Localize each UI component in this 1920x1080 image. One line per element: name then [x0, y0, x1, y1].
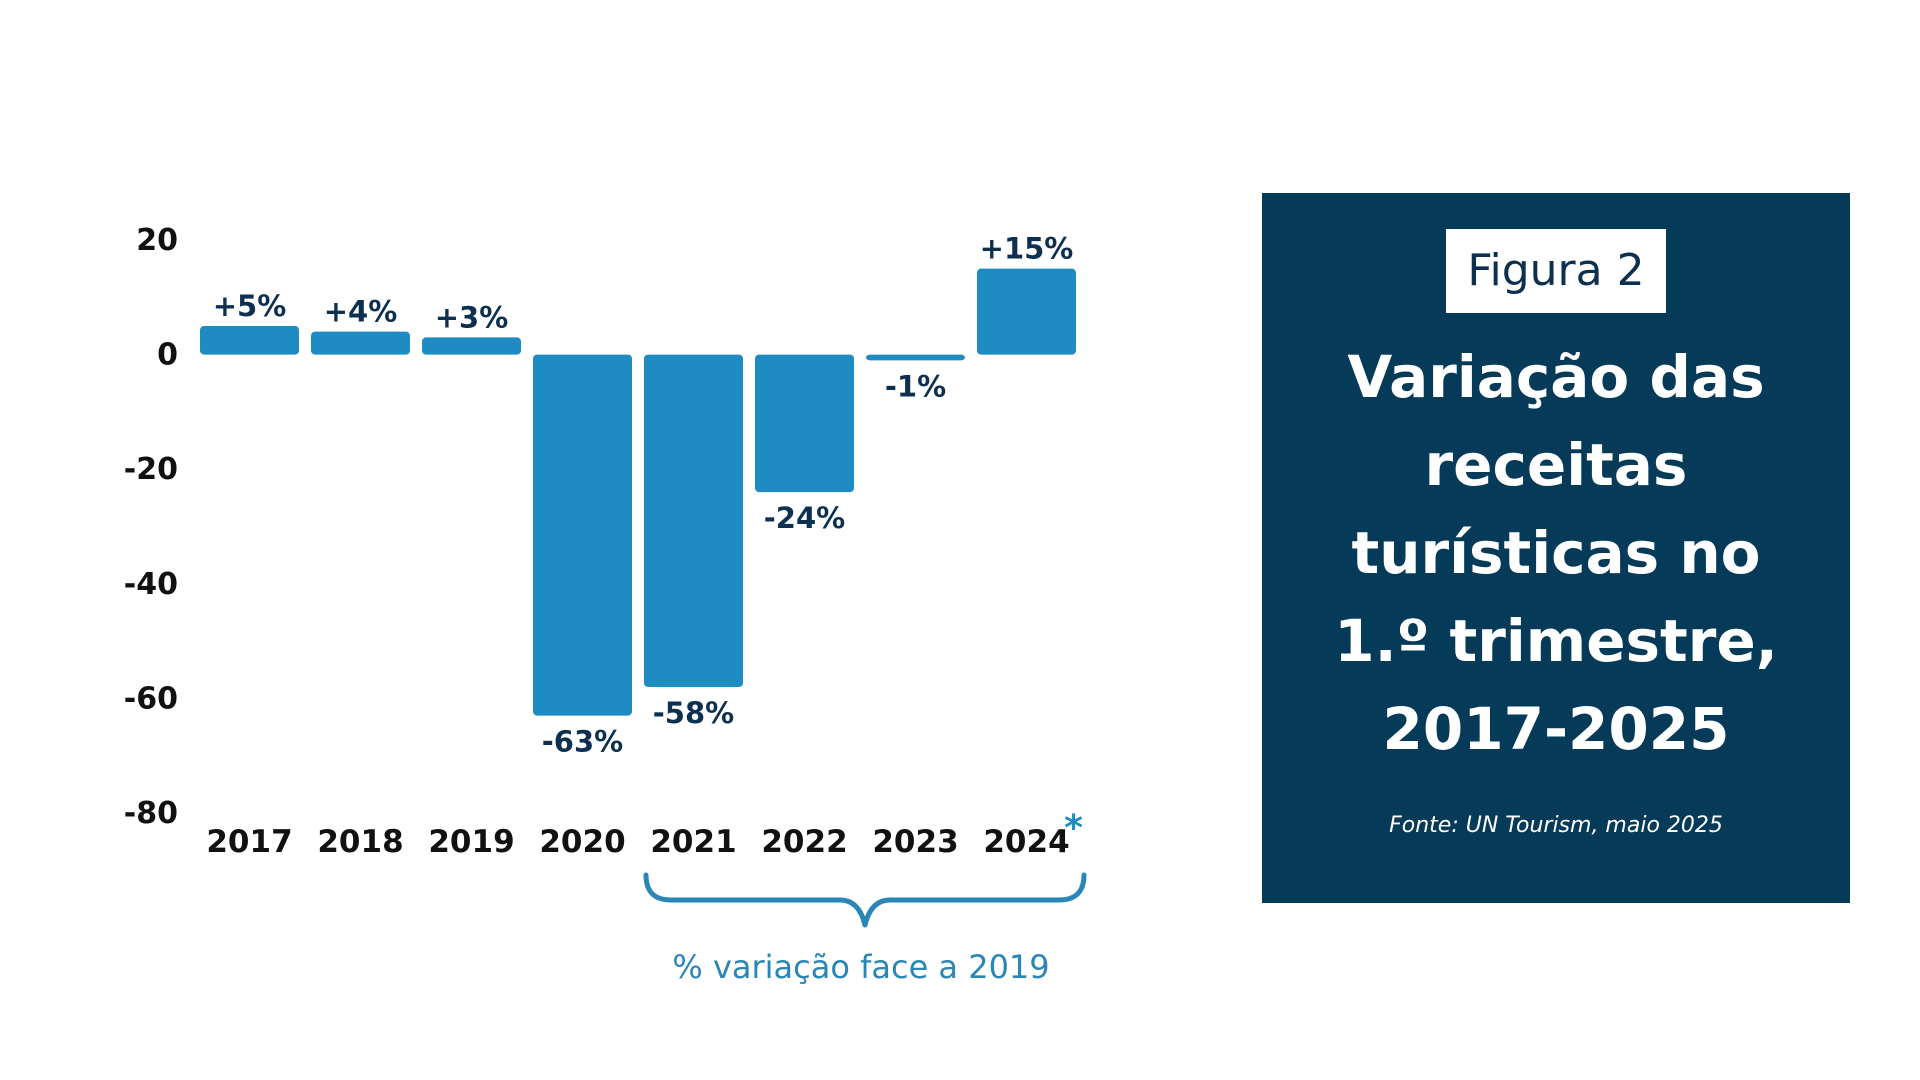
bar-2024: [977, 268, 1076, 355]
data-labels: +5% +4% +3% -63% -58% -24% -1% +15%: [213, 232, 1074, 759]
x-tick-label: 2019: [428, 824, 514, 860]
footnote-asterisk: *: [1064, 808, 1083, 849]
bar-2021: [644, 354, 743, 687]
bracket-label: % variação face a 2019: [672, 948, 1049, 986]
y-tick-label: -20: [124, 452, 178, 487]
y-tick-label: -60: [124, 681, 178, 716]
data-label-2023: -1%: [885, 369, 946, 403]
data-label-2019: +3%: [435, 300, 509, 334]
x-tick-label: 2020: [539, 824, 625, 860]
chart-title-line: 1.º trimestre,: [1334, 607, 1778, 675]
chart-title-line: turísticas no: [1351, 519, 1761, 587]
data-label-2020: -63%: [542, 725, 623, 759]
data-label-2017: +5%: [213, 289, 287, 323]
bar-2017: [200, 325, 299, 355]
bar-2020: [533, 354, 632, 716]
info-panel: Figura 2 Variação das receitas turísticas …: [1262, 193, 1850, 903]
chart-title-line: Variação das: [1347, 343, 1765, 411]
x-tick-label: 2022: [761, 824, 847, 860]
chart-title: Variação das receitas turísticas no 1.º tri…: [1282, 333, 1830, 773]
x-tick-label: 2024: [983, 824, 1069, 860]
figure-label: Figura 2: [1446, 229, 1666, 313]
bar-2018: [311, 331, 410, 355]
y-tick-label: -40: [124, 567, 178, 602]
data-label-2024: +15%: [980, 232, 1074, 266]
chart-title-line: receitas: [1424, 431, 1688, 499]
x-tick-label: 2018: [317, 824, 403, 860]
y-tick-label: -80: [124, 796, 178, 831]
data-label-2018: +4%: [324, 295, 398, 329]
y-tick-label: 20: [136, 223, 178, 258]
comparison-bracket: % variação face a 2019: [643, 872, 1087, 986]
x-tick-label: 2023: [872, 824, 958, 860]
bar-chart: 20 0 -20 -40 -60 -80 +5% +4% +3% -63% -58% -24% -1%…: [124, 223, 1087, 986]
x-tick-label: 2021: [650, 824, 736, 860]
bars: [200, 268, 1076, 716]
x-tick-label: 2017: [206, 824, 292, 860]
chart-title-line: 2017-2025: [1382, 695, 1730, 763]
x-axis: 2017 2018 2019 2020 2021 2022 2023 2024*: [206, 808, 1083, 860]
y-tick-label: 0: [157, 338, 178, 373]
bar-2023: [866, 354, 965, 361]
bar-2019: [422, 337, 521, 355]
data-label-2021: -58%: [653, 696, 734, 730]
bar-2022: [755, 354, 854, 493]
data-label-2022: -24%: [764, 501, 845, 535]
source-note: Fonte: UN Tourism, maio 2025: [1389, 813, 1723, 838]
curly-brace: [643, 872, 1087, 928]
y-axis: 20 0 -20 -40 -60 -80: [124, 223, 178, 831]
